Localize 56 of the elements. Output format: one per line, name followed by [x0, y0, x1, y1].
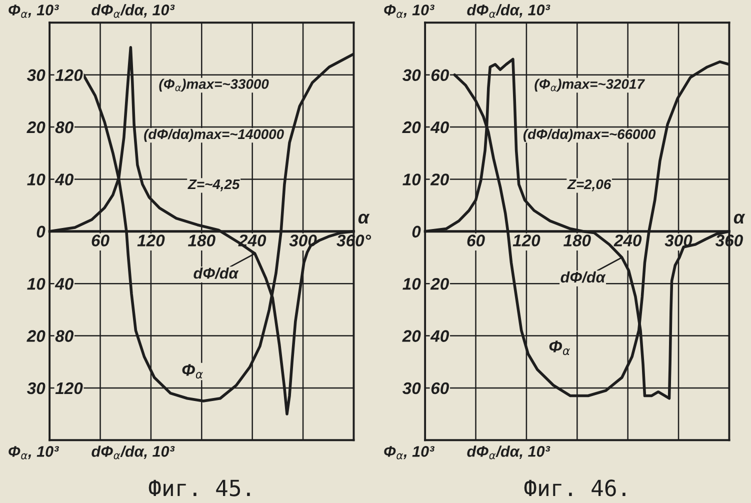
y-tick-label: 20 — [26, 121, 46, 134]
y2-tick-label: 20 — [430, 174, 449, 186]
y-tick-label: 10 — [402, 174, 421, 186]
text: Фиг. 46. — [524, 480, 626, 496]
x-tick-label: 60 — [92, 234, 110, 246]
y-tick-label: 0 — [36, 226, 46, 238]
text: dΦ$_{α}$/dα, 10³ — [92, 446, 175, 460]
y2-tick-label: 120 — [55, 69, 83, 82]
y2-tick-label: 40 — [54, 278, 74, 290]
x-tick-label: 300 — [664, 234, 692, 246]
y-tick-label: 30 — [26, 69, 46, 82]
annotation: (dΦ/dα)max=~66000 — [523, 128, 656, 142]
series-label: Φ$_{α}$ — [182, 364, 203, 379]
y-tick-label: 10 — [402, 278, 421, 290]
y2-tick-label: 80 — [55, 121, 74, 134]
text: Φ$_{α}$, 10³ — [8, 446, 59, 460]
annotation: Z=2,06 — [567, 179, 612, 192]
y2-axis-title: dΦ$_{α}$/dα, 10³ — [92, 4, 175, 18]
series-label: Φ$_{α}$ — [549, 340, 570, 356]
x-tick-label: 120 — [512, 234, 540, 246]
y-axis-title: Φ$_{α}$, 10³ — [384, 4, 434, 18]
y-tick-label: 30 — [402, 382, 421, 394]
y-axis-title: Φ$_{α}$, 10³ — [8, 4, 59, 18]
y2-tick-label: 60 — [431, 382, 449, 394]
y-tick-label: 20 — [26, 330, 46, 342]
y2-tick-label: 40 — [430, 330, 449, 342]
y-tick-label: 30 — [402, 69, 421, 82]
y-tick-label: 20 — [402, 121, 421, 134]
annotation: (Φ$_{α}$)max=~33000 — [159, 78, 269, 92]
x-tick-label: 180 — [564, 234, 591, 246]
text: Фиг. 45. — [148, 480, 250, 496]
y2-tick-label: 80 — [55, 330, 74, 342]
annotation: (Φ$_{α}$)max=~32017 — [534, 78, 645, 92]
y-tick-label: 20 — [402, 330, 421, 342]
x-tick-label: 180 — [188, 234, 216, 246]
text: dΦ$_{α}$/dα, 10³ — [467, 446, 550, 460]
legend-label: dΦ/dα — [194, 267, 239, 279]
x-tick-label: 240 — [614, 234, 642, 246]
y2-tick-label: 120 — [55, 382, 83, 394]
x-axis-title: α — [734, 214, 746, 224]
x-tick-label: 120 — [137, 234, 165, 246]
y-tick-label: 10 — [27, 174, 46, 186]
legend-label: dΦ/dα — [560, 271, 606, 283]
y-tick-label: 30 — [26, 382, 46, 394]
y2-axis-title: dΦ$_{α}$/dα, 10³ — [467, 4, 550, 18]
annotation: Z=~4,25 — [188, 179, 240, 192]
y2-tick-label: 20 — [430, 278, 449, 290]
y2-tick-label: 60 — [431, 69, 449, 82]
y2-tick-label: 40 — [430, 121, 449, 134]
y2-tick-label: 40 — [54, 174, 74, 186]
x-tick-label: 60 — [467, 234, 485, 246]
text: Φ$_{α}$, 10³ — [384, 446, 434, 460]
x-axis-title: α — [358, 214, 370, 224]
y-tick-label: 10 — [27, 278, 46, 290]
annotation: (dΦ/dα)max=~140000 — [144, 128, 284, 142]
y-tick-label: 0 — [412, 226, 421, 238]
